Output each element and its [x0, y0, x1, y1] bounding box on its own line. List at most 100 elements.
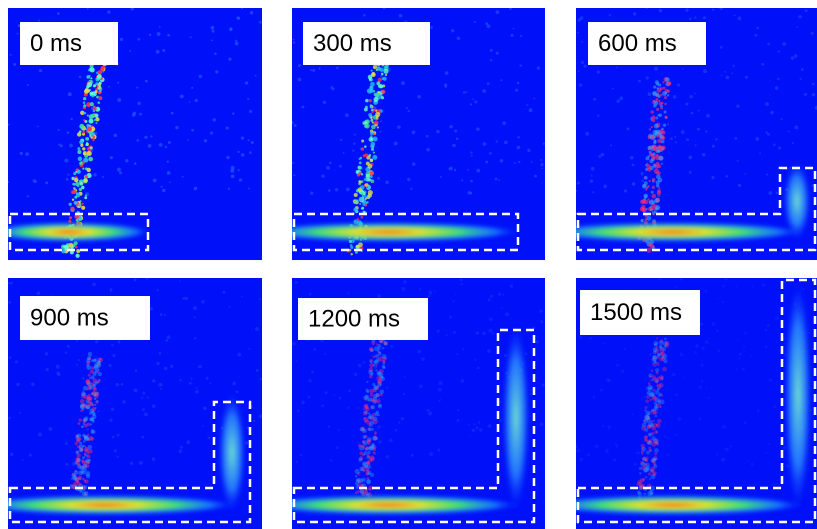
jet-dot — [369, 421, 374, 426]
jet-dot — [82, 426, 84, 428]
jet-dot — [98, 91, 101, 94]
speckle — [378, 440, 382, 444]
jet-dot — [96, 400, 98, 402]
speckle — [616, 67, 618, 69]
jet-dot — [377, 414, 380, 417]
jet-dot — [82, 478, 85, 481]
jet-dot — [87, 151, 92, 156]
speckle — [165, 146, 167, 148]
speckle — [474, 21, 476, 23]
jet-dot — [93, 384, 96, 387]
jet-dot — [87, 462, 89, 464]
jet-dot — [87, 168, 91, 172]
jet-dot — [82, 131, 85, 134]
jet-dot — [371, 72, 375, 76]
jet-dot — [362, 440, 365, 443]
jet-dot — [654, 430, 658, 434]
jet-dot — [95, 90, 98, 93]
speckle — [152, 457, 156, 461]
jet-dot — [649, 200, 654, 205]
speckle — [255, 327, 259, 331]
speckle — [517, 82, 520, 85]
speckle — [144, 412, 148, 416]
speckle — [195, 99, 198, 102]
jet-dot — [364, 145, 367, 148]
speckle — [463, 91, 465, 93]
jet-dot — [361, 147, 364, 150]
speckle — [701, 380, 704, 383]
speckle — [191, 87, 193, 89]
jet-dot — [642, 457, 647, 462]
jet-dot — [82, 167, 84, 169]
speckle — [498, 293, 501, 296]
speckle — [22, 459, 24, 461]
jet-dot — [379, 389, 384, 394]
speckle — [237, 353, 241, 357]
speckle — [476, 169, 480, 173]
jet-dot — [379, 68, 383, 72]
speckle — [747, 461, 749, 463]
speckle — [110, 419, 113, 422]
speckle — [704, 290, 707, 293]
speckle — [595, 444, 599, 448]
speckle — [600, 389, 603, 392]
jet-dot — [83, 158, 88, 163]
speckle — [329, 162, 332, 165]
jet-dot — [370, 360, 373, 363]
speckle — [537, 67, 540, 70]
speckle — [812, 93, 815, 96]
jet-dot — [648, 447, 651, 450]
speckle — [587, 454, 590, 457]
speckle — [206, 377, 209, 380]
speckle — [638, 80, 641, 83]
jet-dot — [664, 338, 667, 341]
speckle — [773, 144, 775, 146]
jet-dot — [649, 180, 651, 182]
jet-dot — [79, 188, 82, 191]
jet-dot — [660, 87, 663, 90]
jet-dot — [82, 147, 85, 150]
speckle — [295, 461, 297, 463]
speckle — [410, 188, 412, 190]
speckle — [765, 102, 769, 106]
speckle — [485, 22, 488, 25]
jet-dot — [353, 201, 356, 204]
speckle — [597, 70, 600, 73]
jet-dot — [651, 436, 655, 440]
jet-dot — [651, 442, 656, 447]
speckle — [79, 76, 82, 79]
speckle — [228, 188, 230, 190]
jet-dot — [379, 84, 383, 88]
jet-dot — [86, 365, 91, 370]
speckle — [340, 139, 342, 141]
speckle — [159, 352, 162, 355]
jet-dot — [375, 93, 379, 97]
speckle — [641, 398, 643, 400]
time-label: 300 ms — [313, 30, 392, 57]
panel: 600 ms — [538, 6, 817, 260]
speckle — [689, 95, 692, 98]
speckle — [330, 459, 332, 461]
jet-dot — [366, 186, 368, 188]
jet-dot — [642, 184, 647, 189]
jet-dot — [87, 405, 89, 407]
jet-dot — [375, 110, 377, 112]
jet-dot — [648, 385, 652, 389]
jet-dot — [373, 151, 375, 153]
jet-dot — [376, 376, 381, 381]
jet-dot — [94, 395, 96, 397]
speckle — [574, 445, 578, 449]
speckle — [496, 52, 499, 55]
jet-dot — [357, 472, 360, 475]
jet-dot — [652, 457, 656, 461]
jet-dot — [82, 404, 85, 407]
jet-dot — [72, 199, 74, 201]
speckle — [439, 381, 443, 385]
speckle — [215, 70, 218, 73]
speckle — [470, 103, 472, 105]
jet-dot — [648, 243, 652, 247]
jet-dot — [82, 456, 85, 459]
speckle — [578, 70, 580, 72]
speckle — [385, 181, 389, 185]
speckle — [708, 338, 710, 340]
